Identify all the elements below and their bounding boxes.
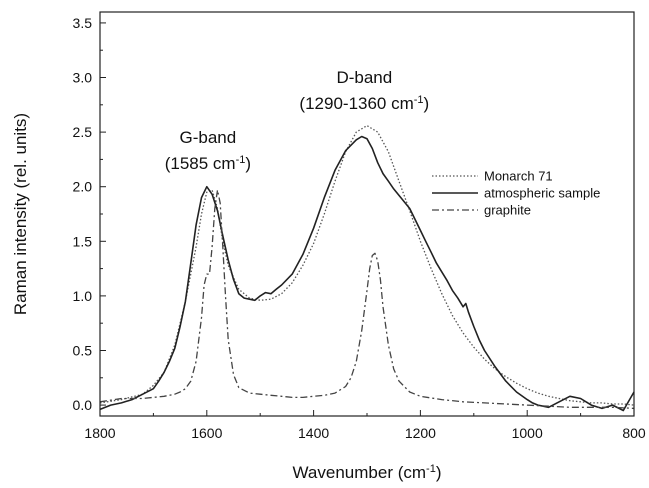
x-tick-label: 1200 [405,425,436,441]
y-axis-title: Raman intensity (rel. units) [11,113,30,315]
x-tick-label: 1400 [298,425,329,441]
legend: Monarch 71 atmospheric sample graphite [432,169,600,218]
y-tick-label: 3.5 [73,15,93,31]
y-tick-label: 3.0 [73,70,93,86]
band-label-2-range: (1290-1360 cm-1) [299,94,429,113]
band-range-end: ) [245,154,251,173]
x-axis-title-superscript: -1 [426,463,436,475]
x-tick-label: 1600 [191,425,222,441]
y-tick-label: 0.5 [73,342,93,358]
band-range-superscript: -1 [236,154,246,166]
series-line-atmospheric-sample [99,135,635,412]
series-line-graphite [99,189,635,410]
x-tick-label: 1000 [512,425,543,441]
band-annotations: G-band(1585 cm-1)D-band(1290-1360 cm-1) [165,68,430,173]
plot-area [99,124,635,412]
band-range-main: (1290-1360 cm [299,94,413,113]
axes: 0.0 0.5 1.0 1.5 2.0 2.5 3.0 3.5 1800 1600 1400 1200… [73,11,646,441]
y-tick-label: 2.0 [73,179,93,195]
band-label-1-name: G-band [180,128,237,147]
x-tick-label: 800 [622,425,646,441]
band-label-1-range: (1585 cm-1) [165,154,251,173]
axis-titles: Wavenumber (cm-1)Raman intensity (rel. u… [11,113,441,482]
band-range-superscript: -1 [414,94,424,106]
y-tick-label: 2.5 [73,124,93,140]
series-line-monarch-71 [99,124,635,406]
band-label-2-name: D-band [336,68,392,87]
legend-label-atmospheric-sample: atmospheric sample [484,186,600,201]
band-range-end: ) [424,94,430,113]
y-tick-label: 1.0 [73,288,93,304]
x-tick-label: 1800 [84,425,115,441]
x-axis-title-end: ) [436,463,442,482]
x-axis-title-main: Wavenumber (cm [293,463,427,482]
y-tick-label: 1.5 [73,233,93,249]
y-tick-label: 0.0 [73,397,93,413]
legend-label-graphite: graphite [484,203,531,218]
legend-label-monarch-71: Monarch 71 [484,169,553,184]
x-axis-title: Wavenumber (cm-1) [293,463,442,482]
band-range-main: (1585 cm [165,154,236,173]
